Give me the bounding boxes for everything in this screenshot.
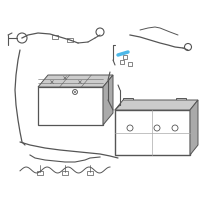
Polygon shape bbox=[38, 75, 113, 87]
Bar bbox=[176, 98, 186, 102]
Polygon shape bbox=[103, 75, 113, 125]
Bar bbox=[120, 60, 124, 64]
Bar bbox=[38, 87, 103, 125]
Bar bbox=[67, 38, 73, 42]
Polygon shape bbox=[190, 100, 198, 155]
Bar bbox=[37, 171, 43, 175]
Bar bbox=[52, 35, 58, 39]
Bar bbox=[62, 171, 68, 175]
Bar bbox=[123, 55, 127, 59]
Bar bbox=[105, 87, 111, 95]
Bar bbox=[115, 110, 190, 155]
Bar bbox=[128, 62, 132, 66]
Polygon shape bbox=[115, 100, 198, 110]
Bar bbox=[123, 98, 133, 102]
Bar bbox=[87, 171, 93, 175]
